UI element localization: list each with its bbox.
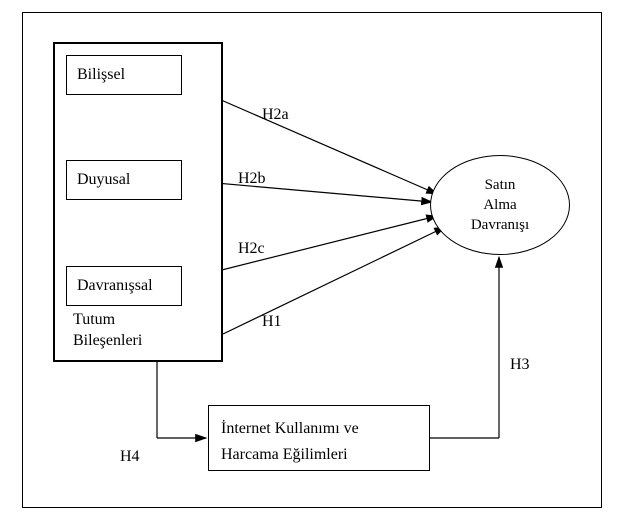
edge-label-h3: H3 <box>510 356 530 374</box>
node-internet: İnternet Kullanımı ve Harcama Eğilimleri <box>208 405 430 471</box>
satin-line2: Alma <box>483 197 516 213</box>
node-duyusal: Duyusal <box>66 160 182 200</box>
edge-label-h4: H4 <box>120 448 140 466</box>
edge-label-h1: H1 <box>262 313 282 331</box>
node-bilissel: Bilişsel <box>66 55 182 95</box>
edge-label-h2a: H2a <box>262 106 289 124</box>
node-duyusal-label: Duyusal <box>77 171 130 189</box>
satin-line3: Davranışı <box>471 217 529 233</box>
internet-line2: Harcama Eğilimleri <box>221 446 348 463</box>
node-satin-alma: Satın Alma Davranışı <box>430 155 570 255</box>
tutum-container-label: Tutum Bileşenleri <box>73 309 193 352</box>
edge-label-h2b: H2b <box>238 170 266 188</box>
tutum-label-line1: Tutum <box>73 311 115 328</box>
node-bilissel-label: Bilişsel <box>77 66 125 84</box>
diagram-canvas: Tutum Bileşenleri Bilişsel Duyusal Davra… <box>0 0 624 521</box>
tutum-label-line2: Bileşenleri <box>73 332 142 349</box>
node-davranissal: Davranışsal <box>66 266 182 306</box>
internet-line1: İnternet Kullanımı ve <box>221 420 359 437</box>
satin-line1: Satın <box>485 177 516 193</box>
edge-label-h2c: H2c <box>238 240 265 258</box>
ellipse-text: Satın Alma Davranışı <box>471 175 529 236</box>
node-davranissal-label: Davranışsal <box>77 277 153 295</box>
